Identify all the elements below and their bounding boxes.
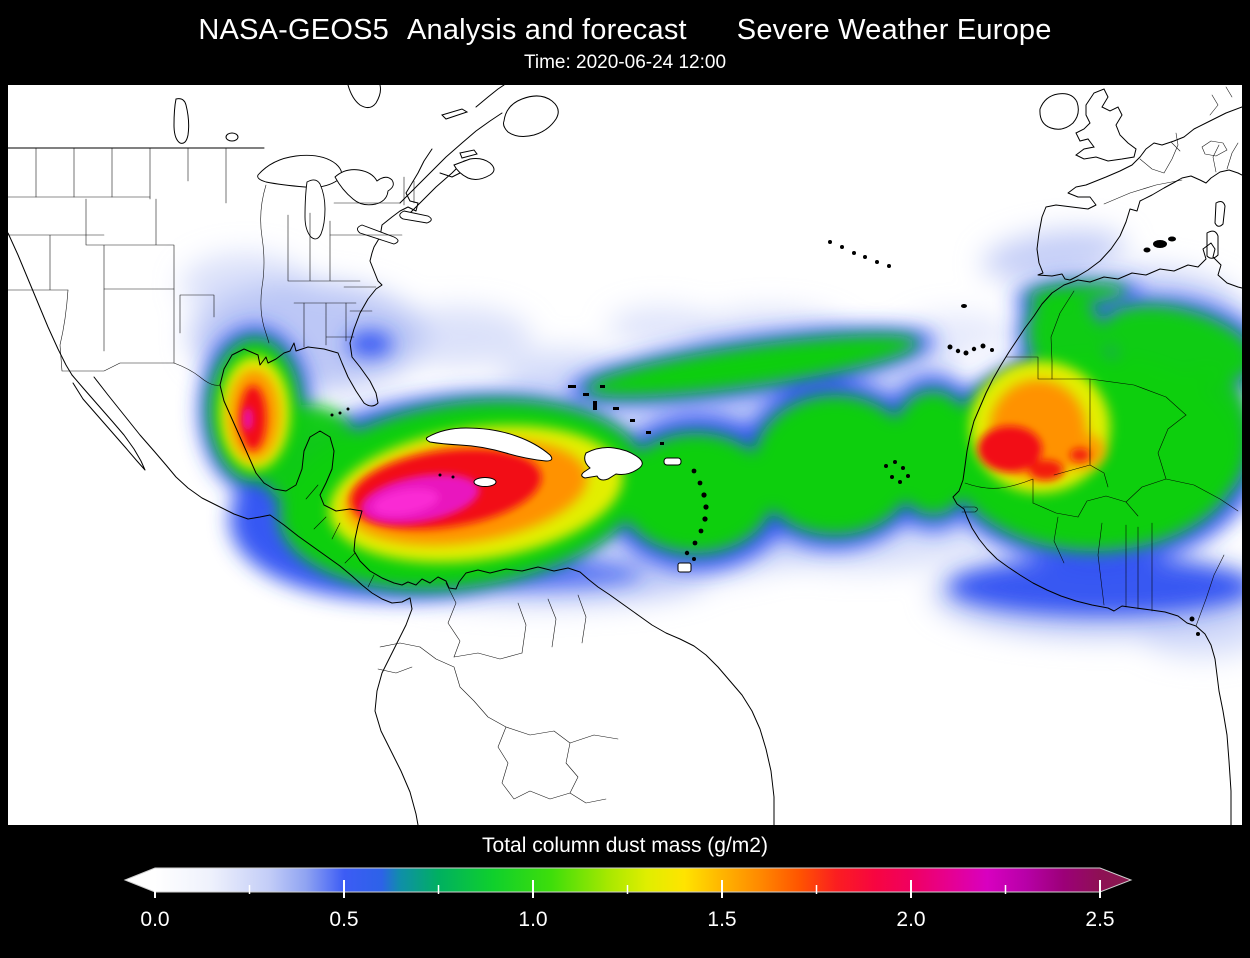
cayman-and-keys <box>330 407 455 479</box>
south-america-borders <box>377 582 619 804</box>
anticosti-island <box>441 108 469 120</box>
coastline-africa-atlantic <box>952 284 1232 825</box>
title-brand: NASA-GEOS5 <box>198 14 389 46</box>
coastline-southamerica-west <box>374 597 419 825</box>
timestamp-label: Time: 2020-06-24 12:00 <box>523 52 727 73</box>
tick-label-5: 2.5 <box>1085 908 1114 931</box>
switzerland-border <box>1201 140 1228 157</box>
colorbar-tick-labels: 0.0 0.5 1.0 1.5 2.0 2.5 <box>140 908 1114 931</box>
lesser-antilles <box>684 468 709 561</box>
us-state-borders <box>8 147 415 386</box>
coastlines <box>8 85 1242 825</box>
page-title: NASA-GEOS5 Analysis and forecast Severe … <box>0 14 1250 47</box>
cuba <box>425 427 553 462</box>
coastline-mexico-pacific <box>93 376 411 604</box>
africa-borders <box>961 290 1239 627</box>
prince-edward-island <box>459 149 478 159</box>
hispaniola <box>581 447 643 481</box>
europe-borders <box>1103 132 1239 205</box>
title-source: Severe Weather Europe <box>736 14 1052 46</box>
colorbar-title: Total column dust mass (g/m2) <box>482 834 768 857</box>
ireland <box>1039 93 1079 130</box>
dust-layer-magenta <box>243 407 480 524</box>
coastline-americas-east <box>219 148 775 825</box>
colorbar-major-ticks <box>154 880 1101 898</box>
newfoundland-island <box>503 95 559 137</box>
tick-label-4: 2.0 <box>896 908 925 931</box>
lake-of-the-woods <box>225 132 239 142</box>
coastline-stlawrence <box>399 112 503 204</box>
balearic-islands <box>1143 236 1176 253</box>
tick-label-1: 0.5 <box>329 908 358 931</box>
tick-label-3: 1.5 <box>707 908 736 931</box>
corsica <box>1214 201 1226 227</box>
africa <box>828 240 1242 825</box>
coastline-baja <box>71 374 146 471</box>
coastline-africa-med <box>1063 242 1242 289</box>
nova-scotia <box>453 158 495 180</box>
tick-label-0: 0.0 <box>140 908 169 931</box>
great-britain <box>1075 88 1137 162</box>
colorbar: 0.0 0.5 1.0 1.5 2.0 2.5 <box>123 867 1133 931</box>
coastline-labrador <box>475 85 505 108</box>
title-product: Analysis and forecast <box>406 14 687 46</box>
bahamas <box>568 385 664 445</box>
europe <box>1036 86 1242 281</box>
dust-map <box>8 85 1242 825</box>
jamaica <box>473 477 497 487</box>
james-bay <box>347 85 381 109</box>
coastline-europe-continent <box>1036 106 1242 281</box>
central-america-borders <box>305 484 375 588</box>
great-lakes <box>257 154 432 245</box>
lake-winnipeg <box>173 98 190 144</box>
caribbean-islands <box>330 385 709 573</box>
puerto-rico <box>663 457 682 466</box>
atlantic-islands <box>828 240 1200 636</box>
colorbar-minor-ticks <box>248 885 1007 894</box>
denmark-lines <box>1209 86 1233 116</box>
tick-label-2: 1.0 <box>518 908 547 931</box>
coastline-us-west <box>8 232 73 376</box>
trinidad <box>677 562 692 573</box>
dust-map-svg <box>8 85 1242 825</box>
